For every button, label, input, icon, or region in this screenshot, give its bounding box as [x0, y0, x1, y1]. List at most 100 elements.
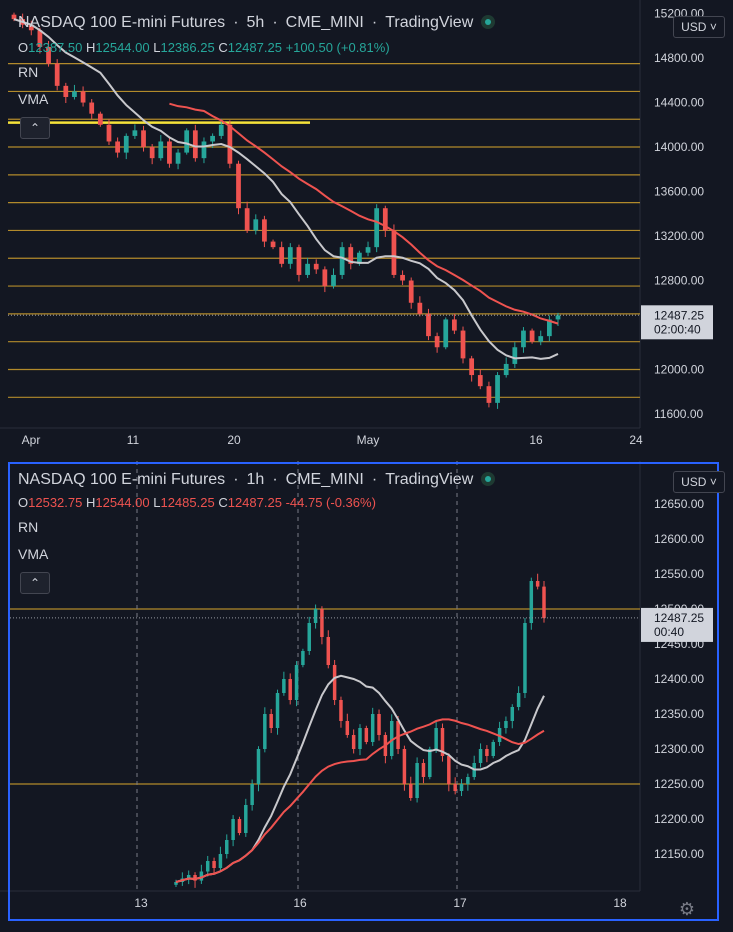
- open-value: 12387.50: [28, 40, 83, 55]
- x-tick-label: May: [357, 433, 380, 447]
- ma-line-red: [169, 102, 559, 325]
- candle-body: [192, 130, 198, 159]
- candle-body: [244, 208, 250, 231]
- countdown-label: 00:40: [654, 625, 684, 639]
- y-tick-label: 14400.00: [654, 96, 704, 110]
- x-tick-label: 18: [613, 896, 627, 910]
- candle-body: [149, 147, 155, 159]
- last-price-badge: [641, 607, 713, 642]
- collapse-legend-button[interactable]: ⌃: [20, 117, 50, 139]
- countdown-label: 02:00:40: [654, 322, 701, 336]
- chart-background: [0, 461, 733, 932]
- candle-body: [535, 581, 540, 587]
- candle-body: [63, 85, 69, 97]
- chart-1h-canvas[interactable]: 12650.0012600.0012550.0012500.0012450.00…: [0, 461, 733, 932]
- chart-pane-1h[interactable]: 12650.0012600.0012550.0012500.0012450.00…: [0, 461, 733, 932]
- x-tick-label: 11: [127, 433, 140, 447]
- candle-body: [529, 581, 534, 623]
- candle-body: [225, 840, 229, 854]
- candle-body: [477, 375, 483, 387]
- candle-body: [210, 135, 215, 142]
- candle-body: [542, 586, 546, 619]
- indicator-rn[interactable]: RN: [18, 519, 39, 535]
- candle-body: [279, 247, 285, 264]
- candle-body: [244, 805, 248, 833]
- indicator-vma[interactable]: VMA: [18, 91, 49, 107]
- candle-body: [460, 330, 466, 359]
- candle-body: [322, 269, 328, 287]
- candle-body: [469, 358, 475, 376]
- candle-body: [440, 728, 445, 756]
- candle-body: [486, 386, 492, 403]
- candle-body: [231, 819, 235, 840]
- candle-body: [377, 714, 381, 735]
- y-tick-label: 14000.00: [654, 140, 704, 154]
- candle-body: [294, 665, 299, 700]
- chart-pane-5h[interactable]: 15200.00 14800.00 14400.00 14000.00 13600.00…: [0, 0, 733, 458]
- y-tick-label: 12800.00: [654, 274, 704, 288]
- candle-body: [199, 871, 204, 881]
- candle-body: [382, 208, 388, 231]
- chevron-down-icon: ˅: [709, 20, 717, 34]
- currency-select[interactable]: USD ˅: [673, 471, 725, 493]
- candle-body: [158, 141, 164, 159]
- indicator-rn[interactable]: RN: [18, 64, 39, 80]
- indicator-vma[interactable]: VMA: [18, 546, 49, 562]
- candle-body: [409, 784, 413, 798]
- vma-line: [13, 18, 559, 360]
- symbol-name: NASDAQ 100 E-mini Futures: [18, 14, 226, 31]
- chart-5h-canvas[interactable]: 15200.0014800.0014400.0014000.0013600.00…: [0, 0, 733, 458]
- candle-body: [510, 707, 515, 721]
- candle-body: [313, 609, 318, 623]
- chevron-up-icon: ⌃: [29, 576, 41, 590]
- candle-body: [46, 46, 51, 64]
- candle-body: [364, 728, 369, 742]
- candle-body: [288, 679, 292, 700]
- candle-body: [80, 91, 86, 103]
- candle-body: [218, 124, 224, 136]
- x-tick-label: 13: [134, 896, 148, 910]
- currency-select[interactable]: USD ˅: [673, 16, 725, 38]
- candle-body: [400, 274, 405, 281]
- candle-body: [262, 219, 267, 242]
- candle-body: [523, 623, 527, 693]
- interval-label: 1h: [246, 471, 265, 488]
- y-tick-label: 12150.00: [654, 847, 704, 861]
- candle-body: [426, 313, 431, 337]
- candle-body: [415, 763, 419, 798]
- candle-body: [236, 163, 241, 209]
- market-open-icon: [481, 472, 496, 486]
- candle-body: [205, 861, 210, 872]
- candle-body: [175, 152, 181, 164]
- candle-body: [132, 130, 138, 136]
- high-value: 12544.00: [95, 40, 150, 55]
- symbol-legend[interactable]: NASDAQ 100 E-mini Futures · 1h · CME_MINI · Tr…: [18, 471, 496, 489]
- candle-body: [396, 721, 400, 749]
- candle-body: [287, 247, 293, 264]
- candle-body: [250, 784, 254, 805]
- y-tick-label: 12300.00: [654, 742, 704, 756]
- candle-body: [201, 141, 207, 159]
- candle-body: [253, 219, 259, 231]
- candle-body: [370, 714, 375, 742]
- x-tick-label: Apr: [22, 433, 41, 447]
- candle-body: [184, 130, 190, 153]
- symbol-legend[interactable]: NASDAQ 100 E-mini Futures · 5h · CME_MINI · Tr…: [18, 14, 496, 32]
- candle-body: [351, 735, 356, 749]
- high-value: 12544.00: [95, 495, 150, 510]
- candle-body: [186, 875, 191, 879]
- candle-body: [345, 721, 350, 735]
- change-value: +100.50 (+0.81%): [285, 40, 390, 55]
- candle-body: [434, 336, 440, 348]
- exchange-label: CME_MINI: [285, 14, 364, 31]
- ohlc-readout: O12387.50 H12544.00 L12386.25 C12487.25 …: [18, 40, 390, 55]
- collapse-legend-button[interactable]: ⌃: [20, 572, 50, 594]
- candle-body: [521, 330, 526, 348]
- x-tick-label: 17: [453, 896, 467, 910]
- candle-body: [466, 777, 470, 784]
- candle-body: [54, 63, 60, 86]
- x-tick-label: 20: [227, 433, 241, 447]
- gear-icon[interactable]: ⚙: [678, 899, 695, 919]
- open-value: 12532.75: [28, 495, 83, 510]
- candle-body: [332, 665, 337, 700]
